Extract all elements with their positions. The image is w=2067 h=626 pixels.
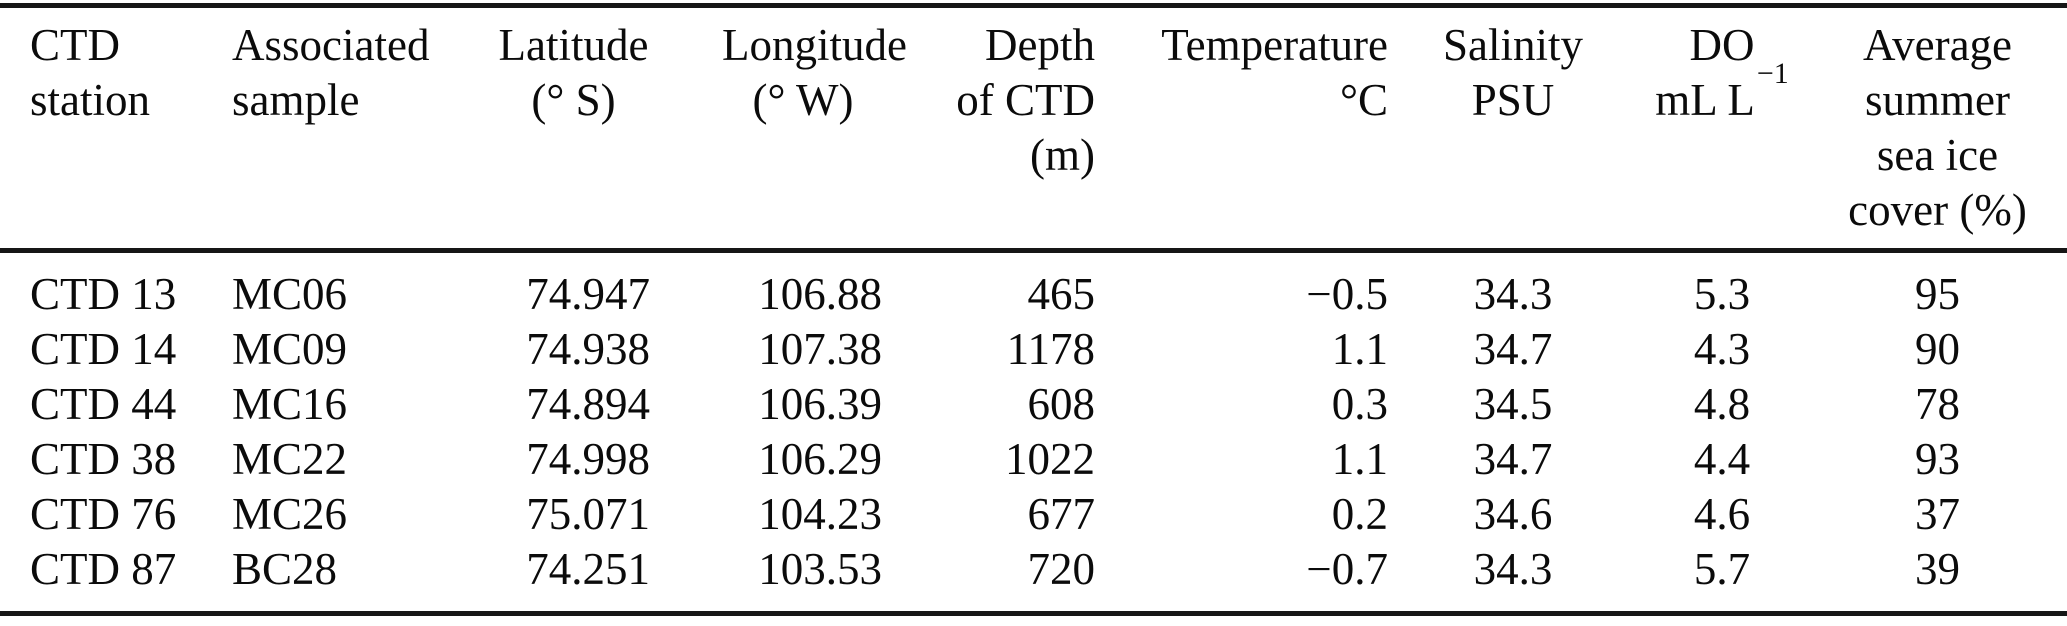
- do-unit-exponent: −1: [1756, 57, 1789, 90]
- header-line: of CTD: [956, 75, 1095, 125]
- cell-dissolved-oxygen: 5.3: [1693, 269, 1751, 319]
- cell-salinity: 34.6: [1473, 489, 1553, 539]
- cell-ctd-station: CTD 44: [30, 379, 177, 429]
- table-row: CTD 76 MC26 75.071 104.23 677 0.2 34.6 4…: [0, 487, 2067, 542]
- header-line: sample: [232, 75, 360, 125]
- cell-depth: 465: [1027, 269, 1096, 319]
- cell-depth: 608: [1027, 379, 1096, 429]
- cell-depth: 1178: [1006, 324, 1095, 374]
- cell-sea-ice-cover: 37: [1915, 489, 1960, 539]
- cell-temperature: 1.1: [1331, 434, 1388, 484]
- cell-sea-ice-cover: 90: [1915, 324, 1960, 374]
- col-header-dissolved-oxygen: DO mL L−1: [1636, 6, 1808, 251]
- header-line: sea ice: [1876, 130, 1999, 180]
- cell-longitude: 104.23: [758, 489, 882, 539]
- header-line: cover (%): [1848, 185, 2027, 235]
- cell-associated-sample: MC22: [232, 434, 348, 484]
- header-line: (° W): [752, 75, 854, 125]
- cell-longitude: 103.53: [758, 544, 882, 594]
- cell-dissolved-oxygen: 4.8: [1693, 379, 1751, 429]
- col-header-sea-ice-cover: Average summer sea ice cover (%): [1808, 6, 2067, 251]
- cell-temperature: −0.5: [1306, 269, 1388, 319]
- header-line: DO: [1689, 20, 1755, 70]
- cell-salinity: 34.7: [1473, 324, 1553, 374]
- cell-salinity: 34.7: [1473, 434, 1553, 484]
- cell-ctd-station: CTD 13: [30, 269, 177, 319]
- header-line: PSU: [1471, 75, 1555, 125]
- cell-temperature: 0.3: [1331, 379, 1388, 429]
- cell-ctd-station: CTD 87: [30, 544, 177, 594]
- cell-depth: 677: [1027, 489, 1096, 539]
- cell-depth: 720: [1027, 544, 1096, 594]
- table-row: CTD 14 MC09 74.938 107.38 1178 1.1 34.7 …: [0, 322, 2067, 377]
- cell-dissolved-oxygen: 4.4: [1693, 434, 1751, 484]
- table-row: CTD 38 MC22 74.998 106.29 1022 1.1 34.7 …: [0, 432, 2067, 487]
- header-row: CTD station Associated sample Latitude (…: [0, 6, 2067, 251]
- cell-longitude: 107.38: [758, 324, 882, 374]
- table-row: CTD 13 MC06 74.947 106.88 465 −0.5 34.3 …: [0, 251, 2067, 323]
- cell-ctd-station: CTD 14: [30, 324, 177, 374]
- cell-sea-ice-cover: 95: [1915, 269, 1960, 319]
- header-line: summer: [1865, 75, 2010, 125]
- col-header-longitude: Longitude (° W): [652, 6, 907, 251]
- col-header-ctd-station: CTD station: [0, 6, 212, 251]
- header-line: Salinity: [1442, 20, 1583, 70]
- header-line: Temperature: [1161, 20, 1388, 70]
- cell-associated-sample: MC16: [232, 379, 348, 429]
- cell-latitude: 74.938: [526, 324, 650, 374]
- cell-latitude: 74.998: [526, 434, 650, 484]
- cell-latitude: 74.894: [526, 379, 650, 429]
- cell-dissolved-oxygen: 4.3: [1693, 324, 1751, 374]
- cell-dissolved-oxygen: 4.6: [1693, 489, 1751, 539]
- cell-temperature: 1.1: [1331, 324, 1388, 374]
- col-header-associated-sample: Associated sample: [212, 6, 495, 251]
- cell-latitude: 74.947: [526, 269, 650, 319]
- cell-temperature: −0.7: [1306, 544, 1388, 594]
- do-unit-base: mL L: [1655, 75, 1755, 125]
- header-line: station: [30, 75, 150, 125]
- cell-dissolved-oxygen: 5.7: [1693, 544, 1751, 594]
- cell-latitude: 75.071: [526, 489, 650, 539]
- do-unit: mL L−1: [1636, 59, 1808, 128]
- cell-associated-sample: MC09: [232, 324, 348, 374]
- cell-sea-ice-cover: 39: [1915, 544, 1960, 594]
- table-row: CTD 87 BC28 74.251 103.53 720 −0.7 34.3 …: [0, 542, 2067, 614]
- header-line: Longitude: [722, 20, 907, 70]
- ctd-stations-table: CTD station Associated sample Latitude (…: [0, 3, 2067, 616]
- cell-longitude: 106.88: [758, 269, 882, 319]
- cell-salinity: 34.3: [1473, 269, 1553, 319]
- col-header-temperature: Temperature °C: [1097, 6, 1390, 251]
- col-header-depth: Depth of CTD (m): [884, 6, 1097, 251]
- header-line: (m): [1030, 130, 1095, 180]
- header-line: (° S): [531, 75, 616, 125]
- cell-latitude: 74.251: [526, 544, 650, 594]
- header-line: °C: [1339, 75, 1388, 125]
- cell-ctd-station: CTD 38: [30, 434, 177, 484]
- cell-longitude: 106.39: [758, 379, 882, 429]
- cell-salinity: 34.5: [1473, 379, 1553, 429]
- col-header-latitude: Latitude (° S): [495, 6, 652, 251]
- table-row: CTD 44 MC16 74.894 106.39 608 0.3 34.5 4…: [0, 377, 2067, 432]
- col-header-salinity: Salinity PSU: [1390, 6, 1636, 251]
- cell-ctd-station: CTD 76: [30, 489, 177, 539]
- table-header: CTD station Associated sample Latitude (…: [0, 6, 2067, 251]
- cell-temperature: 0.2: [1331, 489, 1388, 539]
- header-line: Latitude: [498, 20, 649, 70]
- cell-salinity: 34.3: [1473, 544, 1553, 594]
- cell-associated-sample: BC28: [232, 544, 338, 594]
- cell-sea-ice-cover: 93: [1915, 434, 1960, 484]
- table-body: CTD 13 MC06 74.947 106.88 465 −0.5 34.3 …: [0, 251, 2067, 614]
- cell-depth: 1022: [1005, 434, 1095, 484]
- header-line: Depth: [985, 20, 1095, 70]
- cell-associated-sample: MC06: [232, 269, 348, 319]
- cell-sea-ice-cover: 78: [1915, 379, 1960, 429]
- header-line: Associated: [232, 20, 430, 70]
- cell-longitude: 106.29: [758, 434, 882, 484]
- header-line: CTD: [30, 20, 120, 70]
- cell-associated-sample: MC26: [232, 489, 348, 539]
- header-line: Average: [1862, 20, 2013, 70]
